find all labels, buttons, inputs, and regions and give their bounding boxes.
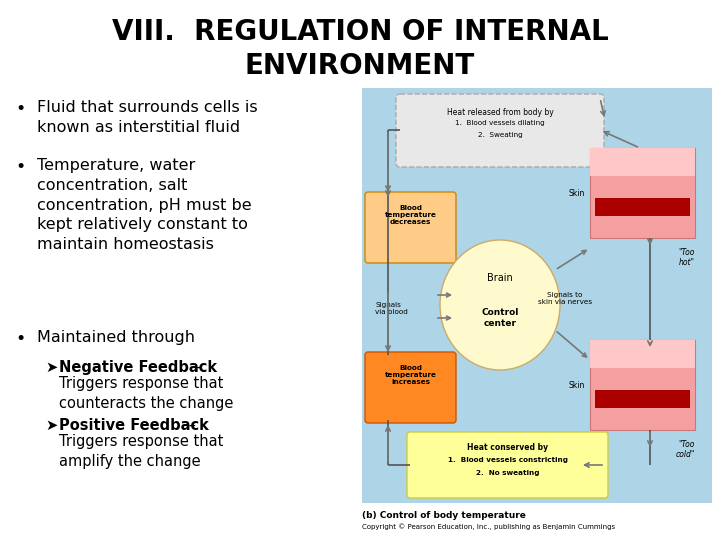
Text: Heat conserved by: Heat conserved by (467, 443, 548, 452)
Text: Control
center: Control center (481, 308, 518, 328)
Text: •: • (15, 100, 25, 118)
Text: Maintained through: Maintained through (37, 330, 195, 345)
Text: –: – (184, 418, 196, 433)
Text: Temperature, water
concentration, salt
concentration, pH must be
kept relatively: Temperature, water concentration, salt c… (37, 158, 251, 252)
Text: •: • (15, 330, 25, 348)
Text: ENVIRONMENT: ENVIRONMENT (245, 52, 475, 80)
Text: Negative Feedback: Negative Feedback (59, 360, 217, 375)
Text: (b) Control of body temperature: (b) Control of body temperature (362, 511, 526, 520)
Text: Skin: Skin (569, 188, 585, 198)
Text: Brain: Brain (487, 273, 513, 283)
FancyBboxPatch shape (407, 432, 608, 498)
Text: "Too
hot": "Too hot" (679, 248, 695, 267)
Ellipse shape (440, 240, 560, 370)
Text: Triggers response that
amplify the change: Triggers response that amplify the chang… (59, 434, 223, 469)
Text: Signals
via blood: Signals via blood (375, 301, 408, 314)
Text: Fluid that surrounds cells is
known as interstitial fluid: Fluid that surrounds cells is known as i… (37, 100, 258, 135)
Bar (595, 198, 690, 216)
Text: 1.  Blood vessels constricting: 1. Blood vessels constricting (448, 457, 567, 463)
Bar (362, 88, 712, 503)
Text: 2.  No sweating: 2. No sweating (476, 470, 539, 476)
Text: 2.  Sweating: 2. Sweating (477, 132, 523, 138)
Text: –: – (189, 360, 201, 375)
Bar (590, 340, 695, 430)
Text: VIII.  REGULATION OF INTERNAL: VIII. REGULATION OF INTERNAL (112, 18, 608, 46)
Text: ➤: ➤ (45, 418, 58, 433)
FancyBboxPatch shape (365, 192, 456, 263)
Bar (590, 148, 695, 238)
Text: ➤: ➤ (45, 360, 58, 375)
Text: •: • (15, 158, 25, 176)
Text: Signals to
skin via nerves: Signals to skin via nerves (538, 292, 592, 305)
FancyBboxPatch shape (396, 94, 604, 167)
Text: Copyright © Pearson Education, Inc., publishing as Benjamin Cummings: Copyright © Pearson Education, Inc., pub… (362, 523, 615, 530)
Text: Blood
temperature
increases: Blood temperature increases (384, 365, 436, 385)
Text: Triggers response that
counteracts the change: Triggers response that counteracts the c… (59, 376, 233, 411)
Text: "Too
cold": "Too cold" (675, 440, 695, 460)
Text: 1.  Blood vessels dilating: 1. Blood vessels dilating (455, 120, 545, 126)
Bar (590, 340, 695, 368)
Text: Positive Feedback: Positive Feedback (59, 418, 209, 433)
Text: Blood
temperature
decreases: Blood temperature decreases (384, 205, 436, 225)
FancyBboxPatch shape (365, 352, 456, 423)
Text: Skin: Skin (569, 381, 585, 389)
Bar (590, 148, 695, 176)
Text: Heat released from body by: Heat released from body by (446, 108, 554, 117)
Bar (595, 390, 690, 408)
